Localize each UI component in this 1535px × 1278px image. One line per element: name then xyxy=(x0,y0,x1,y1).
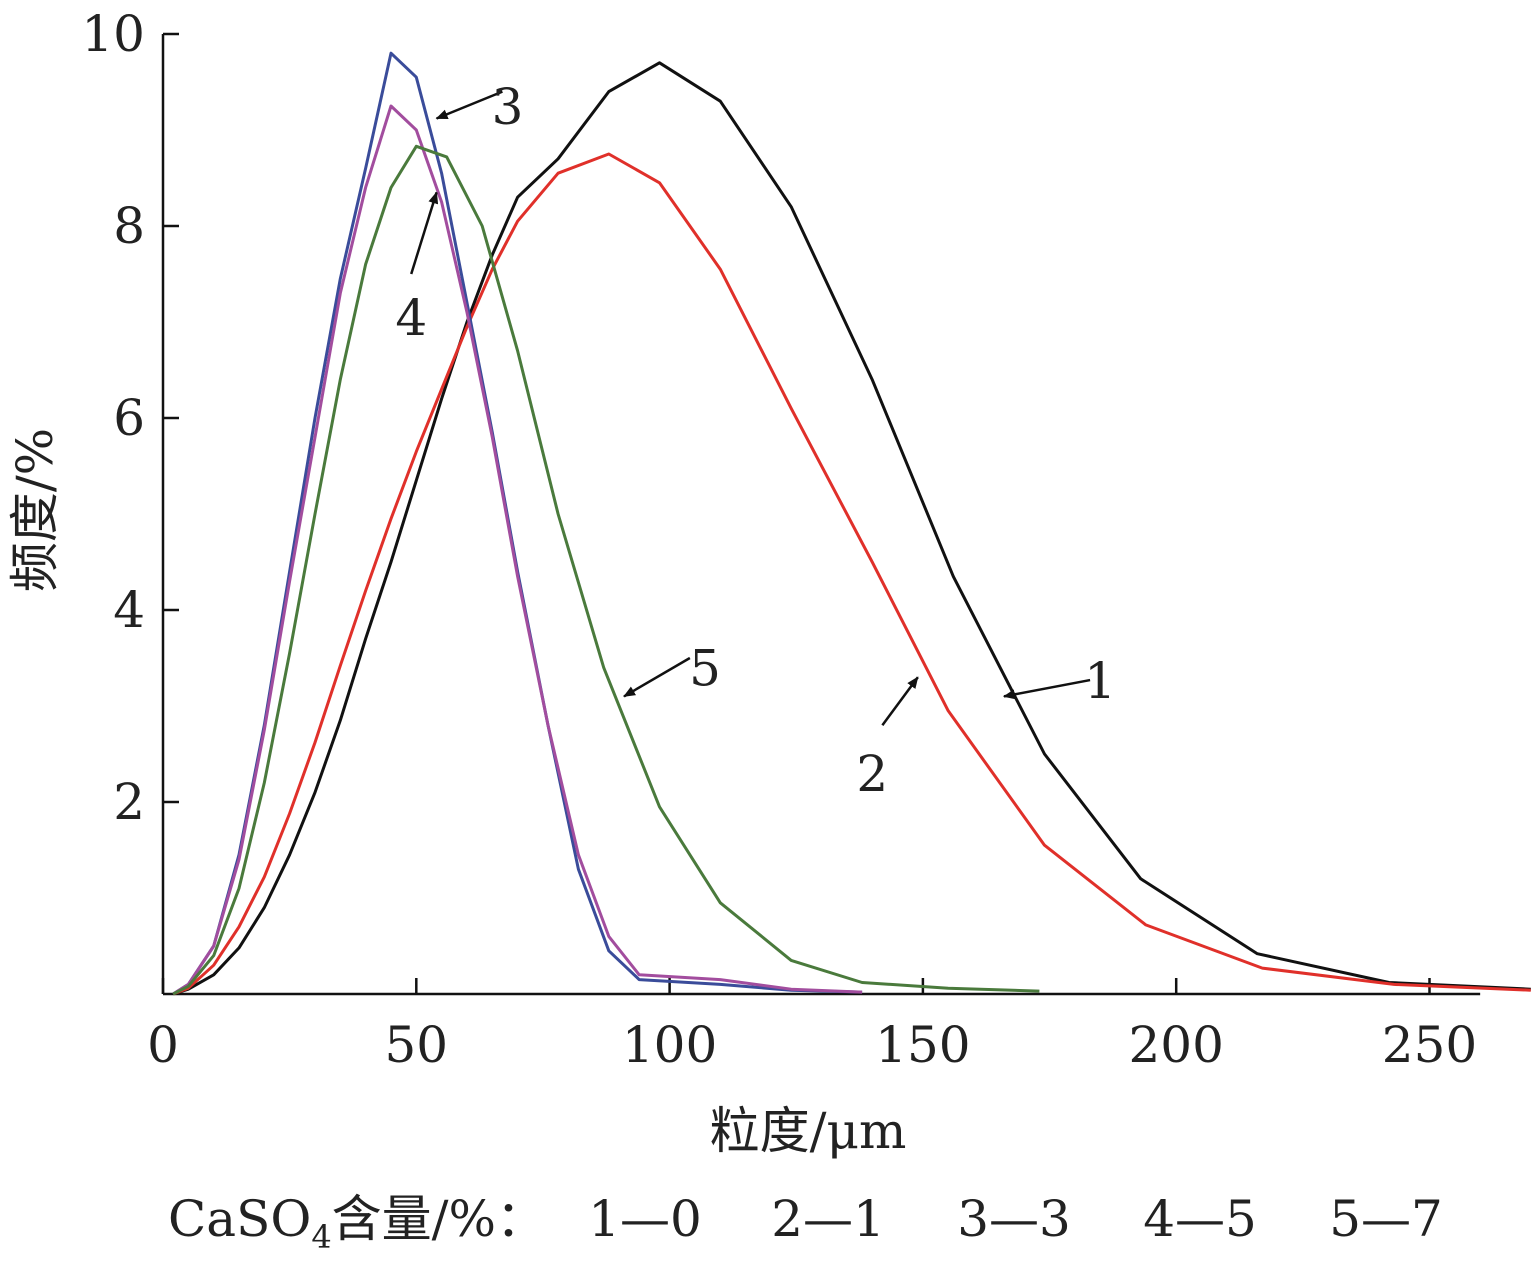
annotation-label-5: 5 xyxy=(689,640,721,698)
y-tick-label: 8 xyxy=(113,197,145,255)
y-tick-label: 6 xyxy=(113,389,145,447)
annotation-arrow-1 xyxy=(1002,678,1091,700)
legend-subscript: 4 xyxy=(311,1218,331,1256)
x-tick-label: 250 xyxy=(1382,1016,1477,1074)
series-line-1 xyxy=(172,61,1531,996)
x-tick-label: 200 xyxy=(1128,1016,1223,1074)
annotation-label-4: 4 xyxy=(395,289,427,347)
annotation-arrow-2 xyxy=(881,676,919,726)
legend-suffix: 含量/%： xyxy=(332,1190,546,1248)
x-tick-label: 100 xyxy=(622,1016,717,1074)
annotation-label-1: 1 xyxy=(1084,652,1116,710)
annotation-arrow-4 xyxy=(410,191,439,275)
curve-annotations: 1 2 3 4 5 xyxy=(395,78,1116,803)
y-tick-label: 4 xyxy=(113,581,145,639)
y-tick-label: 10 xyxy=(81,5,145,63)
legend-entry: 3—3 xyxy=(957,1190,1071,1248)
y-tick-label: 2 xyxy=(113,773,145,831)
y-axis-title: 频度/% xyxy=(6,428,64,592)
annotation-arrow-3 xyxy=(435,90,503,120)
x-axis-title: 粒度/μm xyxy=(710,1102,907,1160)
legend-entry: 4—5 xyxy=(1143,1190,1257,1248)
series-line-5 xyxy=(172,144,1040,996)
legend-entries: 1—0 2—1 3—3 4—5 5—7 xyxy=(588,1190,1443,1248)
curves xyxy=(172,51,1531,996)
x-tick-label: 50 xyxy=(384,1016,448,1074)
legend-prefix: CaSO xyxy=(168,1190,311,1248)
legend-entry: 1—0 xyxy=(588,1190,702,1248)
legend: CaSO4含量/%： xyxy=(168,1190,546,1256)
series-line-2 xyxy=(172,152,1531,996)
series-line-4 xyxy=(172,104,863,996)
series-line-3 xyxy=(172,51,863,996)
x-tick-label: 150 xyxy=(875,1016,970,1074)
x-tick-label: 0 xyxy=(147,1016,179,1074)
annotation-label-2: 2 xyxy=(856,745,888,803)
annotation-arrow-5 xyxy=(623,656,691,698)
legend-entry: 5—7 xyxy=(1329,1190,1443,1248)
axes: 0 50 100 150 200 250 2 4 6 8 10 xyxy=(81,5,1481,1074)
legend-entry: 2—1 xyxy=(771,1190,885,1248)
annotation-label-3: 3 xyxy=(492,78,524,136)
